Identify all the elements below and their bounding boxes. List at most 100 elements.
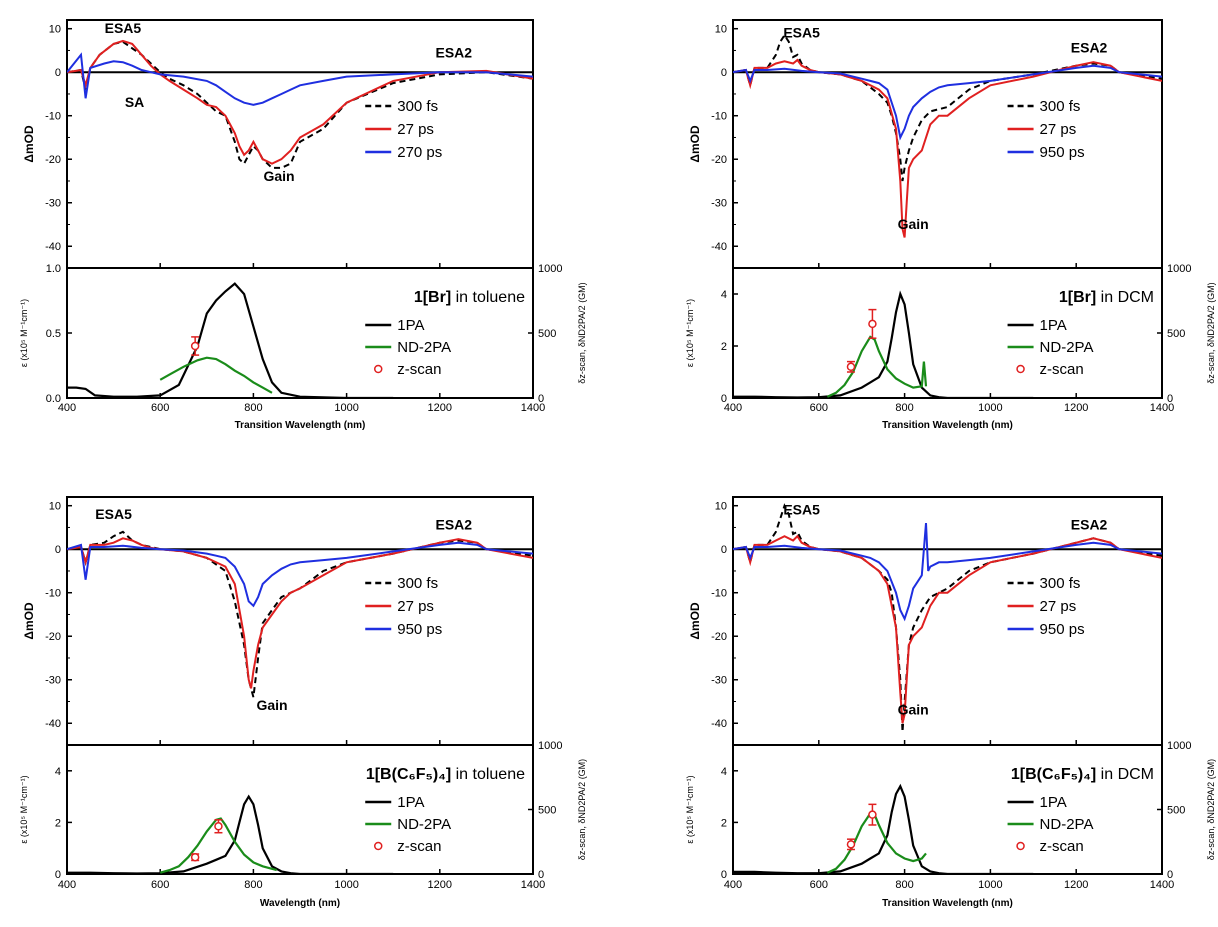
- top-ytick-label: -30: [45, 675, 61, 687]
- panel-title: 1[Br] in DCM: [1059, 289, 1154, 306]
- legend-entry: 950 ps: [1040, 144, 1085, 161]
- top-ytick-label: 10: [715, 24, 727, 36]
- xtick-label: 600: [151, 402, 169, 414]
- series-line-27-ps: [733, 58, 1162, 238]
- zscan-point: [190, 852, 200, 862]
- top-ytick-label: 0: [721, 544, 727, 556]
- legend-entry: 950 ps: [1040, 621, 1085, 638]
- xlabel: Transition Wavelength (nm): [882, 420, 1013, 431]
- solvent-label: in toluene: [451, 289, 525, 306]
- bottom-ytick-label: 0: [721, 869, 727, 881]
- plot-frame: [66, 19, 534, 399]
- sample-name: 1[B(C₆F₅)₄]: [366, 766, 451, 783]
- legend-entry: 300 fs: [397, 575, 438, 592]
- top-ytick-label: 10: [49, 24, 61, 36]
- series-line-300-fs: [67, 40, 533, 169]
- zscan-point: [868, 810, 877, 819]
- top-ytick-label: 10: [715, 501, 727, 513]
- legend-entry: z-scan: [1040, 361, 1084, 378]
- xtick-label: 800: [244, 402, 262, 414]
- solvent-label: in DCM: [1096, 289, 1154, 306]
- chart-panel: 10 0 -10 -20 -30 -40 ΔmOD 0 2 4 ε (x10⁵ M⁻¹cm⁻¹) 0 5…: [685, 496, 1216, 909]
- panel-title: 1[Br] in toluene: [414, 289, 525, 306]
- annotation-label: ESA2: [435, 44, 472, 60]
- xtick-label: 1000: [334, 879, 358, 891]
- xtick-label: 400: [724, 879, 742, 891]
- annotation-label: ESA5: [783, 24, 820, 40]
- xtick-label: 400: [58, 879, 76, 891]
- chart-panel: 10 0 -10 -20 -30 -40 ΔmOD 0 2 4 ε (x10⁵ M⁻¹cm⁻¹) 0 5…: [685, 19, 1216, 431]
- legend-entry: 270 ps: [397, 144, 442, 161]
- bottom-ytick-label: 0: [55, 869, 61, 881]
- zscan-point: [214, 822, 223, 831]
- bottom-ytick-label: 2: [55, 817, 61, 829]
- top-ytick-label: -20: [711, 631, 727, 643]
- xtick-label: 400: [724, 402, 742, 414]
- legend-entry: 300 fs: [397, 98, 438, 115]
- series-line-1PA: [733, 783, 1034, 874]
- legend-entry: 27 ps: [1040, 121, 1077, 138]
- legend-entry: 27 ps: [397, 121, 434, 138]
- chart-panel: 10 0 -10 -20 -30 -40 ΔmOD 0 2 4 ε (x10⁵ M⁻¹cm⁻¹) 0 5…: [19, 496, 587, 909]
- xtick-label: 1000: [978, 402, 1002, 414]
- top-ytick-label: 0: [55, 544, 61, 556]
- legend-entry: ND-2PA: [397, 816, 451, 833]
- series-line-27-ps: [67, 39, 533, 165]
- top-ytick-label: -40: [45, 718, 61, 730]
- bottom-ytick-label: 4: [55, 766, 61, 778]
- xtick-label: 1000: [978, 879, 1002, 891]
- right-ytick-label: 500: [1167, 328, 1185, 340]
- xtick-label: 1400: [1150, 879, 1174, 891]
- solvent-label: in DCM: [1096, 766, 1154, 783]
- top-ytick-label: -10: [711, 588, 727, 600]
- top-ytick-label: -40: [711, 718, 727, 730]
- zscan-point: [846, 362, 856, 372]
- xtick-label: 1200: [1064, 879, 1088, 891]
- bottom-ytick-label: 0: [721, 393, 727, 405]
- legend-entry: ND-2PA: [397, 339, 451, 356]
- xtick-label: 600: [151, 879, 169, 891]
- panel-title: 1[B(C₆F₅)₄] in toluene: [366, 766, 525, 783]
- xtick-label: 400: [58, 402, 76, 414]
- xtick-label: 1400: [521, 879, 545, 891]
- legend-entry: 1PA: [397, 794, 424, 811]
- bottom-ylabel-right: δz-scan, δND2PA/2 (GM): [1206, 282, 1216, 383]
- bottom-ytick-label: 2: [721, 817, 727, 829]
- bottom-ylabel-right: δz-scan, δND2PA/2 (GM): [577, 759, 587, 860]
- top-ylabel: ΔmOD: [688, 602, 702, 640]
- annotation-label: Gain: [256, 697, 287, 713]
- xtick-label: 800: [244, 879, 262, 891]
- legend-entry: 27 ps: [1040, 598, 1077, 615]
- right-ytick-label: 1000: [538, 740, 562, 752]
- legend-entry: ND-2PA: [1040, 816, 1094, 833]
- series-line-ND-2PA: [826, 812, 927, 874]
- legend-entry: 1PA: [1040, 794, 1067, 811]
- zscan-point: [868, 319, 877, 329]
- right-ytick-label: 500: [538, 328, 556, 340]
- bottom-ytick-label: 1.0: [46, 263, 61, 275]
- series-line-300-fs: [733, 33, 1162, 182]
- series-line-1PA: [67, 794, 394, 874]
- right-ytick-label: 0: [1167, 393, 1173, 405]
- xtick-label: 1000: [334, 402, 358, 414]
- panel-title: 1[B(C₆F₅)₄] in DCM: [1011, 766, 1154, 783]
- annotation-label: ESA5: [783, 501, 820, 517]
- xtick-label: 1200: [1064, 402, 1088, 414]
- top-ytick-label: -30: [711, 675, 727, 687]
- xtick-label: 800: [895, 879, 913, 891]
- legend-swatch: [373, 364, 383, 374]
- xlabel: Wavelength (nm): [260, 898, 340, 909]
- legend-entry: 1PA: [397, 317, 424, 334]
- bottom-ytick-label: 0.5: [46, 328, 61, 340]
- sample-name: 1[Br]: [1059, 289, 1096, 306]
- xtick-label: 600: [810, 879, 828, 891]
- bottom-ytick-label: 0.0: [46, 393, 61, 405]
- legend-entry: 300 fs: [1040, 575, 1081, 592]
- sample-name: 1[Br]: [414, 289, 451, 306]
- annotation-label: ESA2: [435, 517, 472, 533]
- xtick-label: 800: [895, 402, 913, 414]
- top-ytick-label: -30: [45, 198, 61, 210]
- series-line-1PA: [67, 282, 394, 398]
- legend-entry: 300 fs: [1040, 98, 1081, 115]
- series-line-1PA: [733, 290, 1034, 398]
